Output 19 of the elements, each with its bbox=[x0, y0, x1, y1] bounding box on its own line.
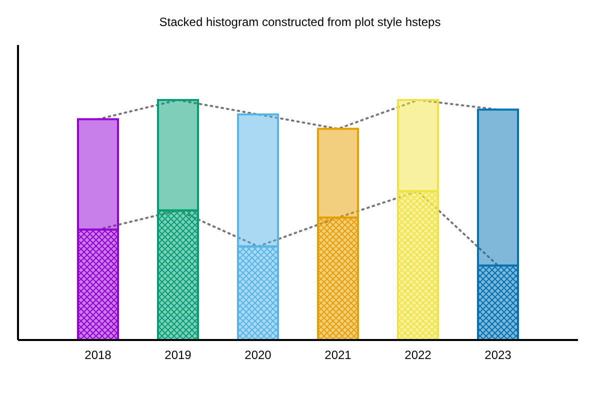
bar bbox=[157, 209, 199, 341]
bar bbox=[397, 99, 439, 192]
bar bbox=[157, 99, 199, 212]
chart-title: Stacked histogram constructed from plot style hsteps bbox=[159, 15, 441, 29]
x-tick-label: 2022 bbox=[404, 348, 432, 362]
bar bbox=[77, 118, 119, 231]
x-tick-label: 2023 bbox=[484, 348, 512, 362]
x-tick-label: 2020 bbox=[244, 348, 272, 362]
x-tick-label: 2018 bbox=[84, 348, 112, 362]
x-tick-label: 2019 bbox=[164, 348, 192, 362]
bar bbox=[317, 216, 359, 341]
bar bbox=[237, 245, 279, 341]
bar bbox=[477, 264, 519, 341]
bar bbox=[397, 190, 439, 341]
bar bbox=[237, 113, 279, 248]
bar bbox=[77, 228, 119, 341]
bar bbox=[317, 128, 359, 219]
bar bbox=[477, 108, 519, 267]
x-tick-label: 2021 bbox=[324, 348, 352, 362]
